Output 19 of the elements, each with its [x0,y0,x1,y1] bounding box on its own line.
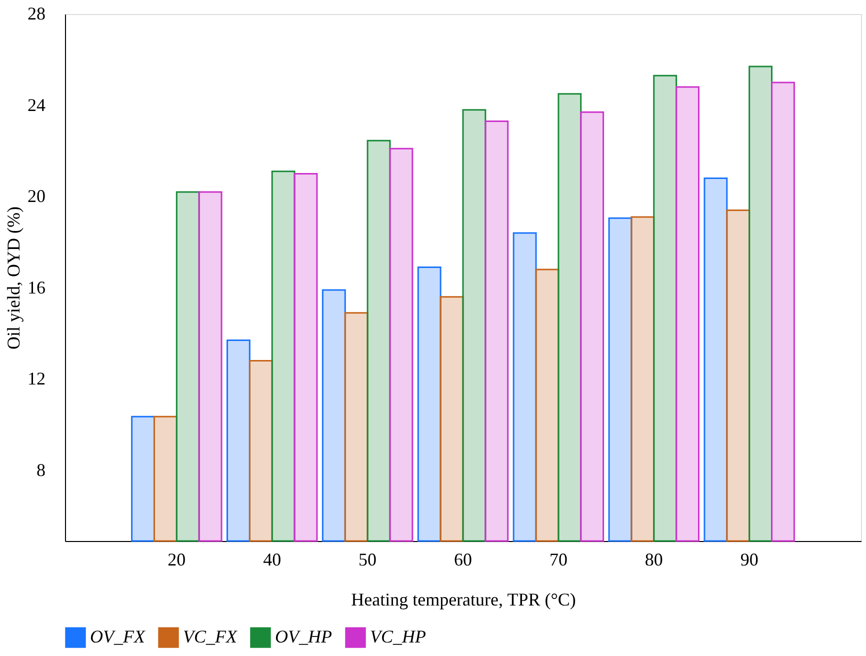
x-axis-title: Heating temperature, TPR (°C) [351,590,576,610]
x-tick-label: 50 [358,550,377,570]
legend-label: OV_FX [90,626,146,647]
y-tick-label: 16 [28,277,46,298]
y-tick-label: 8 [36,460,46,480]
x-tick-label: 60 [454,550,472,570]
x-tick-label: 70 [549,550,568,570]
y-tick-label: 12 [28,368,46,389]
y-axis-title: Oil yield, OYD (%) [4,206,24,350]
legend-label: VC_HP [370,626,426,647]
legend-label: OV_HP [275,626,332,647]
y-tick-label: 20 [28,186,46,206]
x-tick-label: 80 [644,550,663,570]
y-tick-label: 24 [28,94,46,115]
y-tick-label: 28 [28,4,46,24]
x-tick-label: 20 [168,550,186,570]
x-tick-label: 90 [740,550,758,570]
x-tick-label: 40 [263,550,282,570]
legend-label: VC_FX [183,626,238,647]
